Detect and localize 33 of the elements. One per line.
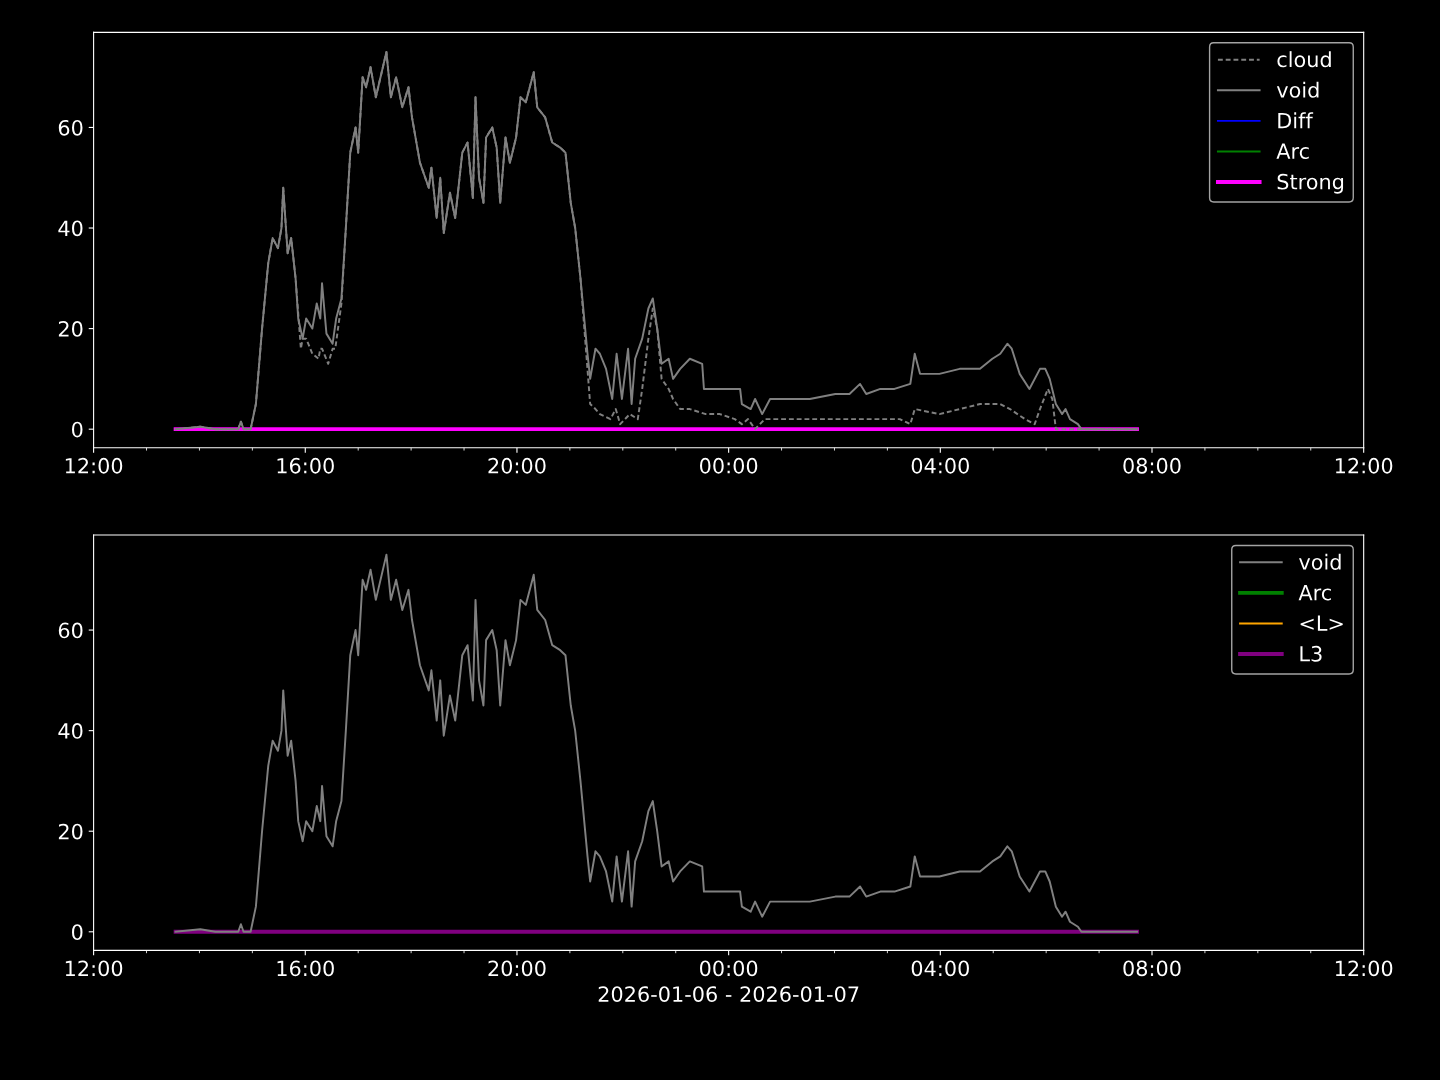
x-tick-label: 12:00 [1335,457,1393,474]
x-tick-label: 04:00 [911,960,969,977]
y-tick-label: 60 [58,119,83,136]
x-tick-label: 00:00 [699,457,758,474]
legend-label: <L> [1300,615,1343,631]
legend-label: cloud [1277,51,1331,68]
y-tick-label: 0 [72,924,83,940]
legend-label: Arc [1298,584,1331,601]
x-tick-label: 00:00 [699,960,758,977]
legend-label: Strong [1277,173,1344,194]
y-tick-label: 20 [58,823,83,840]
line-series [174,553,1138,933]
x-tick-label: 20:00 [488,960,546,977]
y-tick-label: 40 [58,723,83,739]
legend-label: void [1299,553,1341,570]
y-tick-label: 40 [58,220,83,237]
x-tick-label: 16:00 [277,457,334,474]
x-tick-label: 12:00 [1335,960,1393,977]
legend-label: Arc [1276,143,1309,160]
x-tick-label: 08:00 [1123,960,1181,977]
x-tick-label: 04:00 [911,457,969,474]
x-tick-label: 16:00 [277,960,334,977]
x-tick-label: 12:00 [65,457,123,474]
y-tick-label: 20 [58,321,83,337]
x-axis-title: 2026-01-06 - 2026-01-07 [598,986,859,1002]
y-tick-label: 60 [58,622,83,639]
legend-label: void [1276,81,1319,98]
x-tick-label: 20:00 [488,457,546,474]
legend-label: L3 [1300,645,1322,662]
x-tick-label: 08:00 [1123,457,1181,474]
y-tick-label: 0 [72,421,83,438]
x-tick-label: 12:00 [65,960,123,977]
legend-label: Diff [1278,112,1314,129]
